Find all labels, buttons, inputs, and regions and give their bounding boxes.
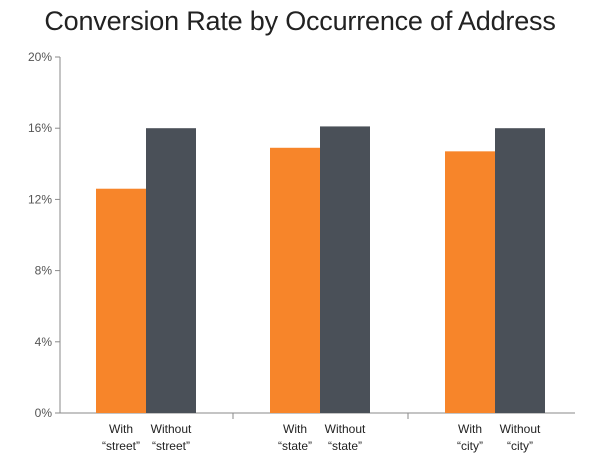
y-tick-label: 8% <box>35 264 53 278</box>
category-label-line2: “state” <box>328 439 362 453</box>
category-label-line2: “state” <box>278 439 312 453</box>
category-label-line2: “street” <box>102 439 140 453</box>
bar-without-0 <box>146 128 196 413</box>
category-label-line1: With <box>109 422 133 436</box>
y-tick-label: 0% <box>35 406 53 420</box>
chart-title: Conversion Rate by Occurrence of Address <box>44 6 556 36</box>
category-label-line1: Without <box>500 422 541 436</box>
y-tick-label: 20% <box>28 50 52 64</box>
category-label-line1: With <box>458 422 482 436</box>
category-label-line1: With <box>283 422 307 436</box>
category-label-line2: “street” <box>152 439 190 453</box>
category-label-line1: Without <box>325 422 366 436</box>
category-label-line2: “city” <box>507 439 533 453</box>
y-tick-label: 4% <box>35 335 53 349</box>
bar-without-1 <box>320 126 370 414</box>
bar-with-2 <box>445 151 495 413</box>
category-label-line1: Without <box>151 422 192 436</box>
bar-with-0 <box>96 188 146 413</box>
y-tick-label: 16% <box>28 121 52 135</box>
bar-without-2 <box>495 128 545 413</box>
category-label-line2: “city” <box>457 439 483 453</box>
bar-with-1 <box>270 147 320 413</box>
y-tick-label: 12% <box>28 192 52 206</box>
